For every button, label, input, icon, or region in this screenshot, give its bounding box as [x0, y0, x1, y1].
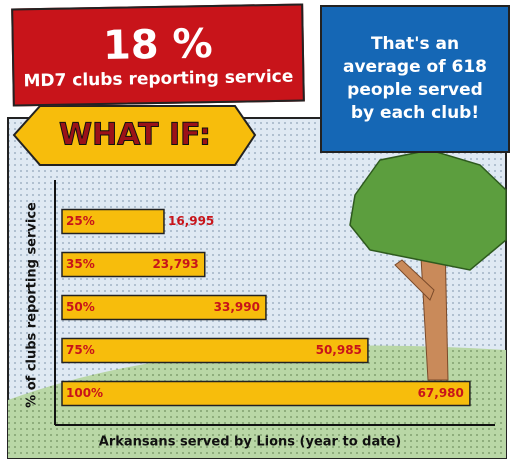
y-axis-label: % of clubs reporting service — [25, 202, 40, 408]
value-label: 23,793 — [152, 257, 198, 271]
x-axis-label: Arkansans served by Lions (year to date) — [99, 435, 401, 450]
value-label: 16,995 — [168, 214, 214, 228]
value-label: 33,990 — [214, 300, 260, 314]
infographic: % of clubs reporting service Arkansans s… — [0, 0, 516, 466]
headline-box: 18 % MD7 clubs reporting service — [11, 3, 305, 106]
bar — [62, 382, 470, 406]
note-box: That's an average of 618 people served b… — [320, 5, 510, 153]
headline-subtitle: MD7 clubs reporting service — [23, 67, 293, 92]
what-if-text: WHAT IF: — [59, 118, 211, 153]
headline: 18 % — [103, 20, 213, 70]
value-label: 50,985 — [316, 343, 362, 357]
category-label: 100% — [66, 386, 103, 400]
category-label: 25% — [66, 214, 95, 228]
category-label: 35% — [66, 257, 95, 271]
category-label: 75% — [66, 343, 95, 357]
note: That's an average of 618 people served b… — [338, 33, 492, 125]
category-label: 50% — [66, 300, 95, 314]
value-label: 67,980 — [418, 386, 464, 400]
